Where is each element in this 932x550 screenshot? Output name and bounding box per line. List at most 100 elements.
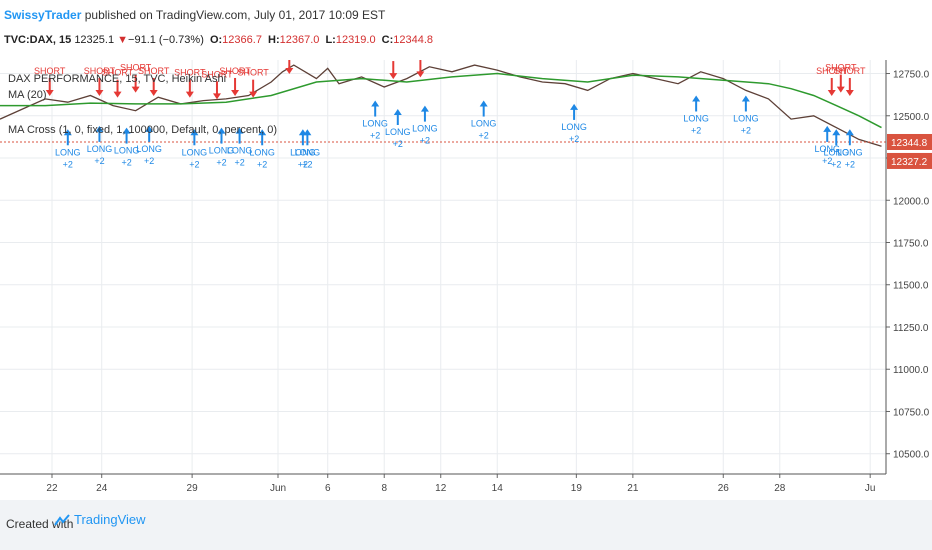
- publish-text: published on TradingView.com, July 01, 2…: [84, 8, 386, 22]
- long-arrow-icon: [63, 129, 72, 136]
- short-signal-label: SHORT: [174, 68, 206, 78]
- x-tick-label: 28: [774, 483, 786, 494]
- long-signal-qty: +2: [420, 136, 430, 146]
- brand-name: TradingView: [74, 512, 146, 527]
- long-signal-qty: +2: [479, 131, 489, 141]
- long-signal-label: LONG: [471, 119, 497, 129]
- chart-legend: DAX PERFORMANCE, 15, TVC, Heikin Ashi MA…: [8, 73, 277, 136]
- short-signal-label: SHORT: [237, 68, 269, 78]
- long-arrow-icon: [190, 129, 199, 136]
- long-signal-label: LONG: [114, 146, 140, 156]
- author-link[interactable]: SwissyTrader: [4, 8, 82, 22]
- long-arrow-icon: [570, 103, 579, 110]
- long-signal-label: LONG: [249, 147, 275, 157]
- long-signal-qty: +2: [393, 139, 403, 149]
- footer: Created with TradingView: [0, 500, 932, 550]
- ma-price-label: 12327.2: [891, 157, 928, 168]
- long-signal-qty: +2: [302, 159, 312, 169]
- long-arrow-icon: [479, 100, 488, 107]
- x-tick-label: 26: [718, 483, 730, 494]
- long-signal-qty: +2: [63, 159, 73, 169]
- y-tick-label: 12500.0: [893, 112, 930, 123]
- long-signal-label: LONG: [733, 113, 759, 123]
- y-tick-label: 10500.0: [893, 450, 930, 461]
- long-signal-qty: +2: [121, 158, 131, 168]
- long-signal-qty: +2: [741, 125, 751, 135]
- short-arrow-icon: [836, 86, 845, 93]
- short-arrow-icon: [95, 89, 104, 96]
- long-arrow-icon: [393, 109, 402, 116]
- y-tick-label: 11500.0: [893, 281, 929, 292]
- long-signal-qty: +2: [831, 159, 841, 169]
- long-arrow-icon: [741, 95, 750, 102]
- open-value: 12366.7: [222, 34, 262, 46]
- short-signal-label: SHORT: [120, 63, 152, 73]
- long-arrow-icon: [371, 100, 380, 107]
- high-label: H:: [268, 34, 280, 46]
- short-arrow-icon: [131, 86, 140, 93]
- long-signal-label: LONG: [209, 146, 235, 156]
- short-arrow-icon: [389, 73, 398, 80]
- short-arrow-icon: [416, 71, 425, 78]
- long-signal-qty: +2: [94, 156, 104, 166]
- created-with-text: Created with: [6, 517, 74, 531]
- long-signal-label: LONG: [385, 127, 411, 137]
- short-signal-label: SHORT: [219, 66, 251, 76]
- long-arrow-icon: [692, 95, 701, 102]
- long-arrow-icon: [303, 129, 312, 136]
- long-signal-qty: +2: [144, 156, 154, 166]
- long-arrow-icon: [823, 125, 832, 132]
- y-tick-label: 11750.0: [893, 238, 929, 249]
- long-signal-qty: +2: [189, 159, 199, 169]
- x-tick-label: 22: [46, 483, 58, 494]
- y-tick-label: 12000.0: [893, 196, 930, 207]
- short-arrow-icon: [249, 91, 258, 98]
- x-tick-label: Jun: [270, 483, 286, 494]
- short-signal-label: SHORT: [102, 68, 134, 78]
- x-tick-label: 19: [571, 483, 583, 494]
- long-signal-qty: +2: [298, 159, 308, 169]
- short-signal-label: SHORT: [825, 63, 857, 73]
- price-change: −91.1 (−0.73%): [128, 34, 204, 46]
- long-arrow-icon: [122, 127, 131, 134]
- long-signal-qty: +2: [216, 158, 226, 168]
- short-arrow-icon: [185, 91, 194, 98]
- time-axis: 22 24 29 Jun 6 8 12 14 19 21 26 28 Ju: [0, 473, 886, 494]
- short-signal-label: SHORT: [816, 66, 848, 76]
- chart-grid: [0, 60, 886, 474]
- x-tick-label: 6: [325, 483, 331, 494]
- low-value: 12319.0: [335, 34, 376, 46]
- short-signal-label: SHORT: [201, 69, 233, 79]
- long-signal-qty: +2: [822, 156, 832, 166]
- short-arrow-icon: [113, 91, 122, 98]
- symbol-bar: TVC:DAX, 15 12325.1 ▼−91.1 (−0.73%) O:12…: [4, 34, 433, 46]
- legend-ma-cross: MA Cross (1, 0, fixed, 1, 100000, Defaul…: [8, 124, 277, 136]
- long-signal-label: LONG: [362, 119, 388, 129]
- legend-title: DAX PERFORMANCE, 15, TVC, Heikin Ashi: [8, 73, 226, 85]
- long-arrow-icon: [217, 127, 226, 134]
- plot-area: [0, 64, 886, 147]
- short-signal-label: SHORT: [34, 66, 66, 76]
- chart-panel[interactable]: SHORT SHORT SHORT SHORT SHORT SHORT SHORT SHORT…: [0, 44, 932, 500]
- down-arrow-icon: ▼: [117, 34, 129, 46]
- short-arrow-icon: [845, 89, 854, 96]
- symbol-name: TVC:DAX, 15: [4, 34, 72, 46]
- ma-series-line: [0, 72, 882, 129]
- high-value: 12367.0: [279, 34, 320, 46]
- long-signal-label: LONG: [227, 146, 253, 156]
- legend-ma: MA (20): [8, 89, 47, 101]
- x-tick-label: 12: [435, 483, 447, 494]
- y-tick-label: 10750.0: [893, 407, 930, 418]
- x-tick-label: 29: [187, 483, 199, 494]
- price-series-line: [0, 64, 882, 147]
- price-axis: 12750.012500.012250.012000.011750.011500…: [885, 60, 932, 474]
- x-tick-label: 21: [627, 483, 639, 494]
- low-label: L:: [325, 34, 336, 46]
- long-signal-qty: +2: [691, 125, 701, 135]
- long-arrow-icon: [235, 127, 244, 134]
- open-label: O:: [209, 34, 223, 46]
- current-price-label: 12344.8: [891, 138, 928, 149]
- short-arrow-icon: [827, 89, 836, 96]
- tradingview-brand[interactable]: TradingView: [54, 512, 146, 527]
